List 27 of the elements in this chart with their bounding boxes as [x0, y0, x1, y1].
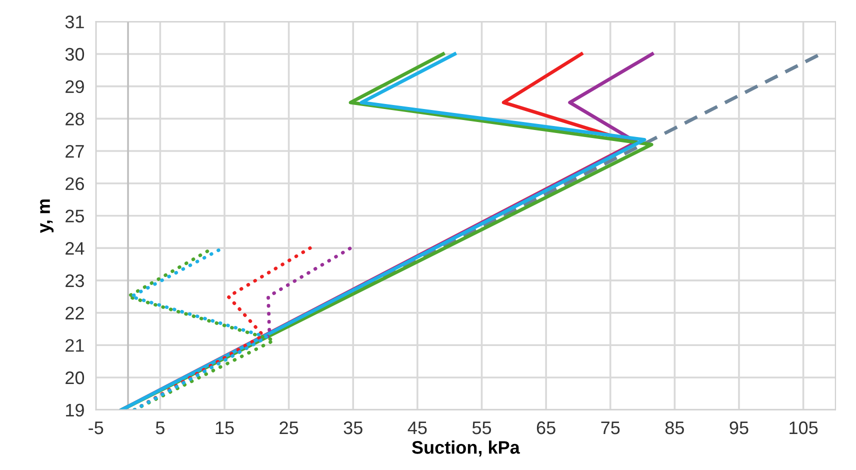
- y-tick-label: 29: [66, 80, 84, 94]
- y-axis-title: y, m: [40, 199, 54, 233]
- y-tick-label: 27: [66, 144, 84, 158]
- x-axis-title: Suction, kPa: [412, 440, 520, 456]
- y-tick-label: 31: [65, 16, 84, 28]
- x-tick-label: 75: [601, 422, 620, 434]
- x-tick-label: 95: [730, 421, 748, 434]
- y-tick-label: 25: [66, 210, 84, 222]
- x-tick-label: 55: [472, 422, 492, 434]
- y-tick-label: 24: [66, 242, 84, 255]
- x-tick-label: 5: [156, 422, 164, 434]
- x-tick-label: 105: [790, 421, 818, 434]
- y-tick-label: 19: [66, 404, 84, 417]
- x-tick-label: 25: [280, 421, 298, 434]
- x-tick-label: 65: [536, 421, 556, 434]
- x-tick-label: 45: [408, 422, 427, 434]
- y-tick-label: 23: [66, 274, 84, 288]
- y-tick-label: 26: [66, 177, 84, 190]
- x-tick-label: 35: [344, 421, 362, 434]
- x-tick-label: -5: [88, 422, 104, 434]
- y-tick-label: 20: [66, 371, 84, 384]
- x-tick-label: 15: [216, 422, 234, 434]
- y-tick-label: 28: [66, 112, 84, 126]
- y-tick-label: 30: [65, 48, 84, 61]
- y-tick-label: 21: [66, 339, 84, 352]
- y-tick-label: 22: [66, 306, 84, 320]
- x-tick-label: 85: [665, 421, 684, 434]
